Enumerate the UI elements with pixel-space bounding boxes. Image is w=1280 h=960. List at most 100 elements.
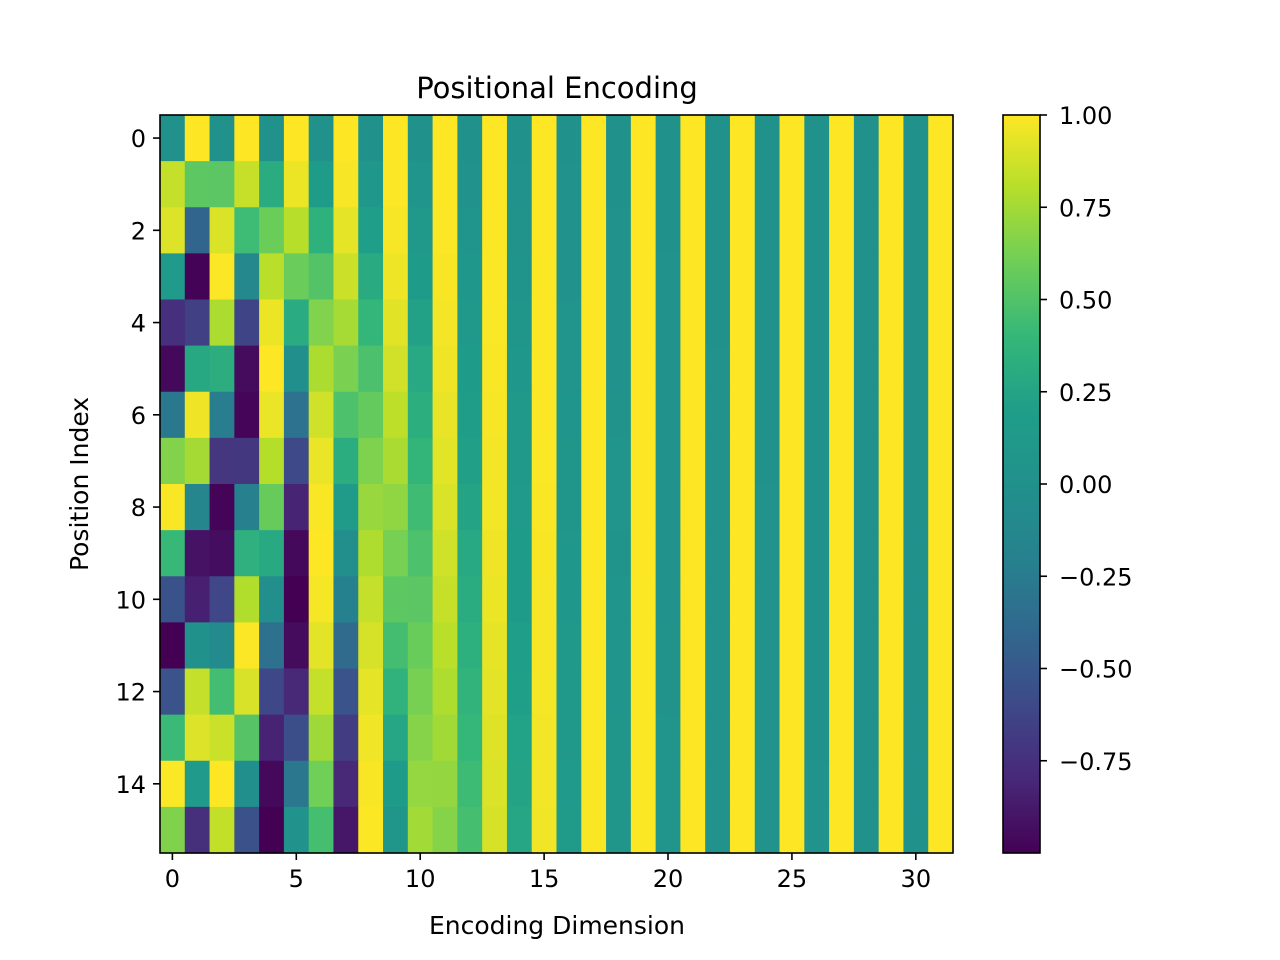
heatmap-cell bbox=[259, 484, 285, 531]
heatmap-cell bbox=[655, 714, 682, 762]
heatmap-cell bbox=[705, 207, 731, 254]
heatmap-cell bbox=[829, 668, 855, 716]
heatmap-cell bbox=[878, 806, 905, 854]
heatmap-cell bbox=[234, 622, 260, 670]
heatmap-cell bbox=[283, 806, 310, 854]
heatmap-cell bbox=[779, 345, 805, 393]
heatmap-cell bbox=[234, 437, 260, 485]
heatmap-cell bbox=[779, 253, 805, 301]
heatmap-cell bbox=[630, 668, 657, 716]
heatmap-cell bbox=[407, 115, 434, 162]
heatmap-cell bbox=[259, 760, 285, 808]
heatmap-cell bbox=[531, 345, 558, 393]
heatmap-cell bbox=[829, 161, 855, 208]
heatmap-cell bbox=[184, 299, 211, 347]
heatmap-cell bbox=[779, 714, 805, 762]
heatmap-cell bbox=[358, 437, 384, 485]
heatmap-cell bbox=[829, 345, 855, 393]
heatmap-cell bbox=[928, 391, 954, 439]
heatmap-cell bbox=[383, 161, 409, 208]
heatmap-cell bbox=[581, 530, 607, 577]
heatmap-cell bbox=[655, 437, 682, 485]
heatmap-cell bbox=[779, 299, 805, 347]
heatmap-cell bbox=[259, 253, 285, 301]
heatmap-cell bbox=[531, 714, 558, 762]
heatmap-cell bbox=[234, 253, 260, 301]
y-tick-label: 10 bbox=[115, 586, 146, 614]
heatmap-cell bbox=[606, 115, 632, 162]
heatmap-cell bbox=[556, 253, 582, 301]
y-tick-label: 2 bbox=[131, 217, 146, 245]
heatmap-cell bbox=[655, 760, 682, 808]
heatmap-cell bbox=[829, 299, 855, 347]
heatmap-cell bbox=[209, 299, 235, 347]
heatmap-cell bbox=[506, 714, 533, 762]
heatmap-cell bbox=[457, 714, 483, 762]
heatmap-cell bbox=[903, 253, 929, 301]
heatmap-cell bbox=[853, 115, 880, 162]
heatmap-cell bbox=[903, 299, 929, 347]
heatmap-cell bbox=[432, 714, 458, 762]
heatmap-cell bbox=[184, 622, 211, 670]
heatmap-cell bbox=[407, 345, 434, 393]
heatmap-cell bbox=[903, 115, 929, 162]
heatmap-cell bbox=[754, 115, 781, 162]
heatmap-cell bbox=[680, 437, 706, 485]
heatmap-cell bbox=[705, 484, 731, 531]
heatmap-cell bbox=[754, 530, 781, 577]
heatmap-cell bbox=[928, 299, 954, 347]
heatmap-cell bbox=[754, 253, 781, 301]
colorbar-tick-label: 0.75 bbox=[1059, 194, 1112, 222]
heatmap-cell bbox=[358, 161, 384, 208]
heatmap-cell bbox=[407, 484, 434, 531]
colorbar-tick-label: 0.00 bbox=[1059, 471, 1112, 499]
heatmap-cell bbox=[556, 345, 582, 393]
heatmap-cell bbox=[853, 207, 880, 254]
heatmap-cell bbox=[457, 530, 483, 577]
y-axis-ticks: 0 2 4 6 8 10 12 14 bbox=[115, 125, 160, 799]
heatmap-cell bbox=[903, 391, 929, 439]
heatmap-cell bbox=[308, 253, 335, 301]
heatmap-cell bbox=[234, 576, 260, 623]
heatmap-cell bbox=[581, 299, 607, 347]
x-tick-label: 30 bbox=[901, 865, 932, 893]
heatmap-cell bbox=[184, 484, 211, 531]
heatmap-cell bbox=[853, 253, 880, 301]
heatmap-cell bbox=[804, 299, 830, 347]
heatmap-cell bbox=[754, 760, 781, 808]
heatmap-cell bbox=[630, 345, 657, 393]
heatmap-cell bbox=[506, 576, 533, 623]
heatmap-cell bbox=[779, 530, 805, 577]
heatmap-cell bbox=[655, 391, 682, 439]
heatmap-cell bbox=[407, 760, 434, 808]
heatmap-cell bbox=[184, 668, 211, 716]
heatmap-cell bbox=[829, 622, 855, 670]
heatmap-cell bbox=[804, 253, 830, 301]
colorbar-tick-label: 0.25 bbox=[1059, 379, 1112, 407]
heatmap-cell bbox=[259, 714, 285, 762]
heatmap-cell bbox=[407, 622, 434, 670]
heatmap-cell bbox=[928, 760, 954, 808]
heatmap-cell bbox=[680, 622, 706, 670]
heatmap-cell bbox=[680, 161, 706, 208]
heatmap-cell bbox=[829, 115, 855, 162]
heatmap-cell bbox=[928, 576, 954, 623]
heatmap-cell bbox=[878, 484, 905, 531]
heatmap-cell bbox=[581, 253, 607, 301]
heatmap-cell bbox=[432, 207, 458, 254]
heatmap-cell bbox=[680, 345, 706, 393]
heatmap-cell bbox=[556, 530, 582, 577]
heatmap-cell bbox=[531, 530, 558, 577]
heatmap-cell bbox=[878, 760, 905, 808]
heatmap-cell bbox=[878, 299, 905, 347]
heatmap-cell bbox=[655, 530, 682, 577]
heatmap-cell bbox=[630, 576, 657, 623]
colorbar-tick-label: 0.50 bbox=[1059, 287, 1112, 315]
heatmap-cell bbox=[779, 437, 805, 485]
heatmap-cell bbox=[234, 207, 260, 254]
heatmap-cell bbox=[383, 668, 409, 716]
heatmap-cell bbox=[184, 207, 211, 254]
heatmap-cell bbox=[457, 622, 483, 670]
heatmap-cell bbox=[308, 161, 335, 208]
x-tick-label: 5 bbox=[289, 865, 304, 893]
